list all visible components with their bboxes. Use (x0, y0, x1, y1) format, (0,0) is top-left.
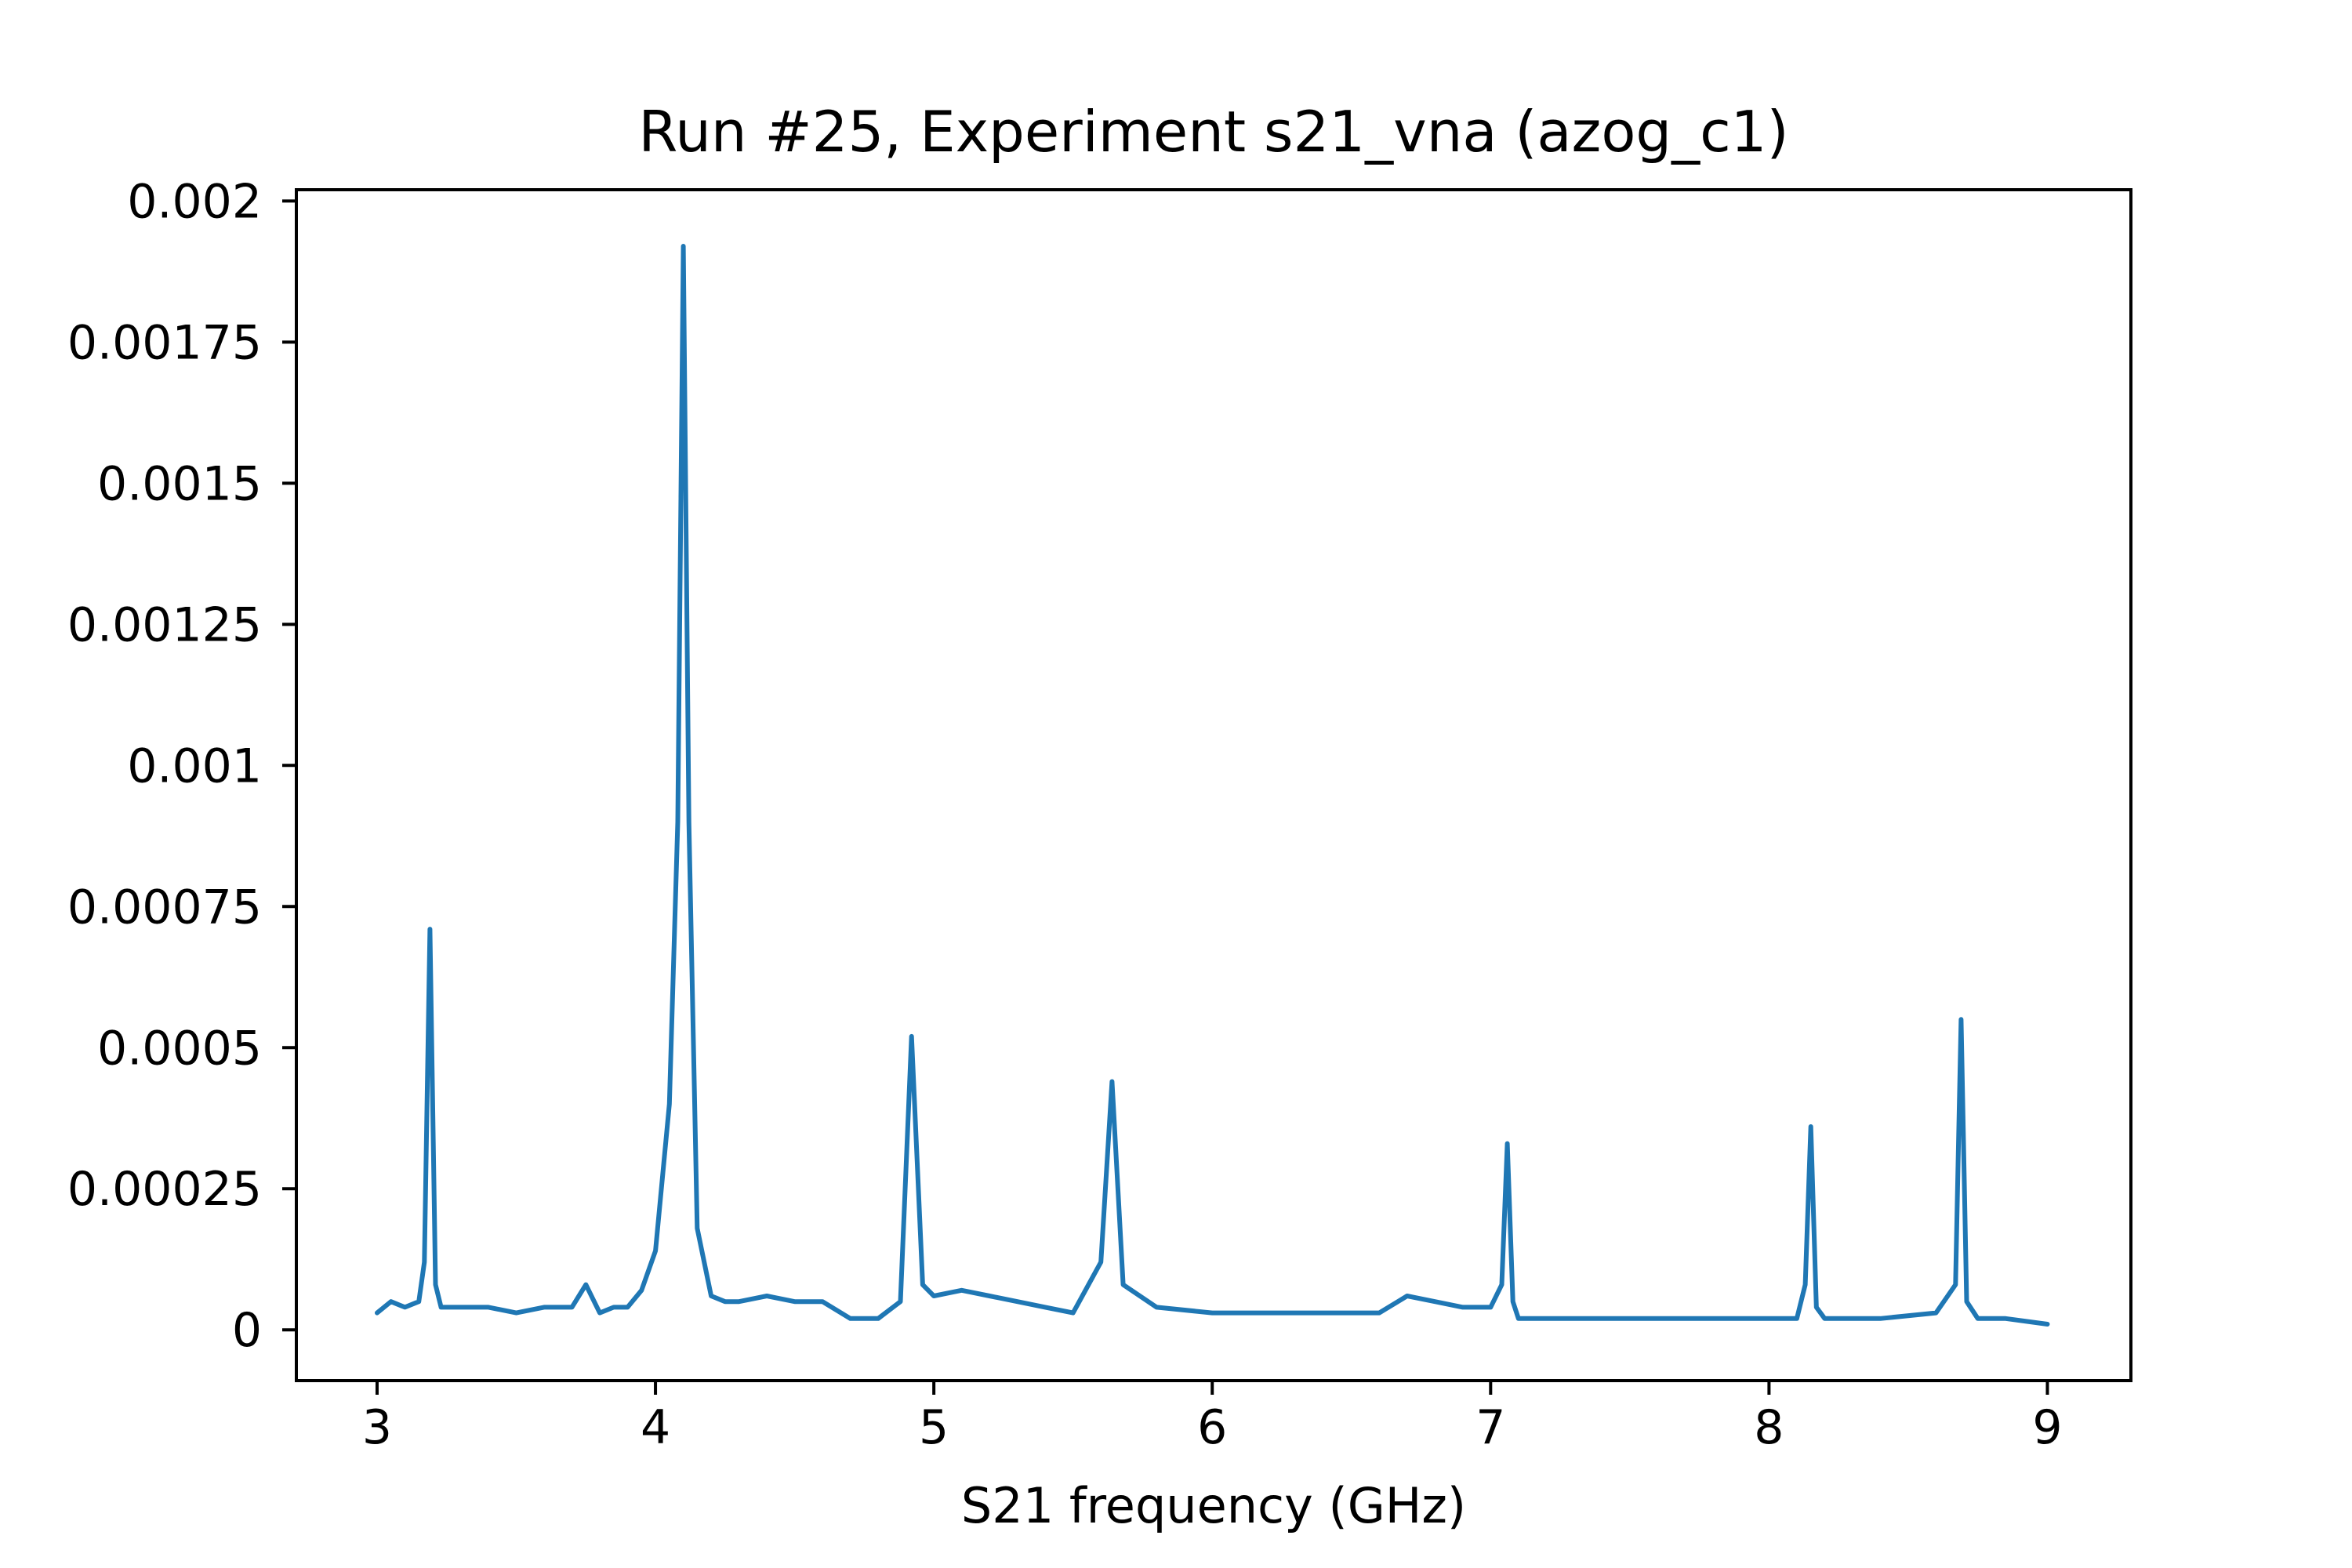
x-tick-label: 3 (362, 1400, 392, 1455)
x-axis: 3 4 5 6 7 8 9 (362, 1381, 2063, 1455)
x-axis-label: S21 frequency (GHz) (961, 1477, 1466, 1534)
y-tick-label: 0 (232, 1303, 262, 1358)
chart-title: Run #25, Experiment s21_vna (azog_c1) (638, 99, 1788, 165)
x-tick-label: 9 (2032, 1400, 2062, 1455)
y-tick-label: 0.00175 (67, 315, 262, 370)
y-tick-label: 0.0005 (97, 1021, 262, 1076)
x-tick-label: 5 (919, 1400, 949, 1455)
x-tick-label: 8 (1754, 1400, 1784, 1455)
plot-frame (295, 188, 2132, 1382)
x-tick-label: 6 (1197, 1400, 1227, 1455)
x-tick-label: 4 (641, 1400, 670, 1455)
y-tick-label: 0.0015 (97, 456, 262, 511)
y-axis: 0 0.00025 0.0005 0.00075 0.001 0.00125 0.0015 0… (67, 174, 296, 1358)
series-line (375, 244, 2050, 1327)
y-tick-label: 0.00075 (67, 880, 262, 935)
series-layer (375, 244, 2050, 1327)
x-tick-label: 7 (1475, 1400, 1505, 1455)
y-tick-label: 0.00125 (67, 597, 262, 652)
y-tick-label: 0.00025 (67, 1162, 262, 1217)
y-tick-label: 0.002 (127, 174, 262, 229)
y-tick-label: 0.001 (127, 739, 262, 793)
